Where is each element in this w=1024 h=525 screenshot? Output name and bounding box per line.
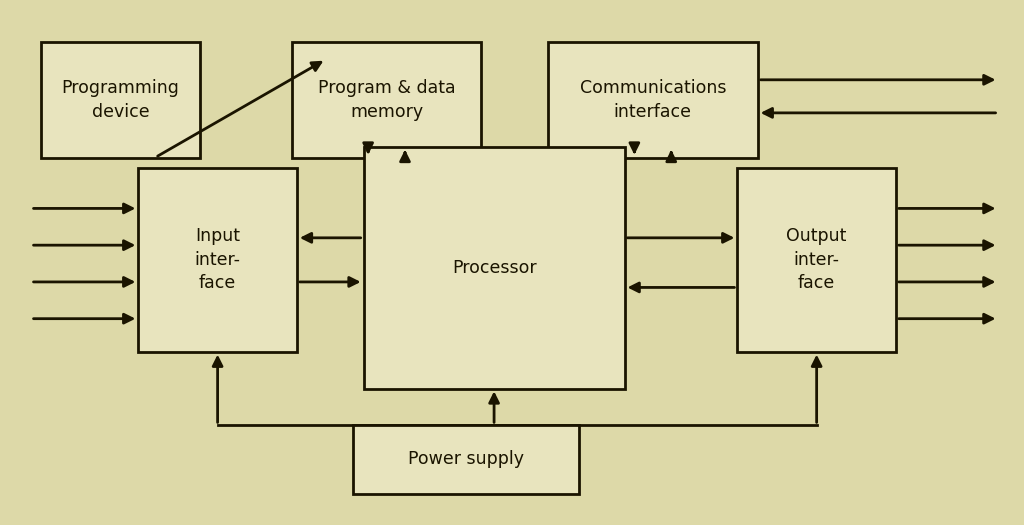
Text: Input
inter-
face: Input inter- face [195, 227, 241, 292]
Text: Programming
device: Programming device [61, 79, 179, 121]
FancyBboxPatch shape [353, 425, 579, 493]
FancyBboxPatch shape [548, 42, 758, 158]
Text: Communications
interface: Communications interface [580, 79, 726, 121]
Text: Power supply: Power supply [408, 450, 524, 468]
FancyBboxPatch shape [292, 42, 481, 158]
FancyBboxPatch shape [138, 168, 297, 352]
Text: Output
inter-
face: Output inter- face [786, 227, 847, 292]
FancyBboxPatch shape [737, 168, 896, 352]
Text: Processor: Processor [452, 259, 537, 277]
Text: Program & data
memory: Program & data memory [317, 79, 456, 121]
FancyBboxPatch shape [41, 42, 200, 158]
FancyBboxPatch shape [364, 147, 625, 388]
